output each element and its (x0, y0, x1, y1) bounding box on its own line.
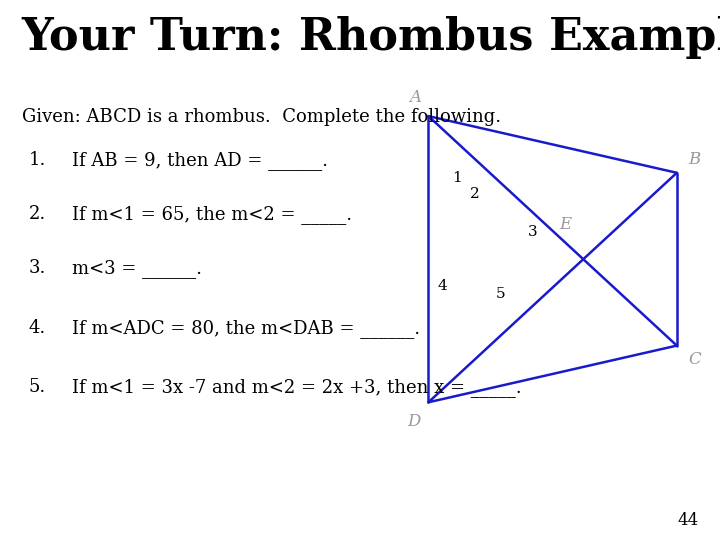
Text: 5: 5 (495, 287, 505, 301)
Text: B: B (688, 151, 701, 168)
Text: If m<1 = 3x -7 and m<2 = 2x +3, then x = _____.: If m<1 = 3x -7 and m<2 = 2x +3, then x =… (72, 378, 521, 397)
Text: 44: 44 (677, 512, 698, 529)
Text: If AB = 9, then AD = ______.: If AB = 9, then AD = ______. (72, 151, 328, 170)
Text: 3: 3 (528, 225, 538, 239)
Text: 5.: 5. (29, 378, 46, 396)
Text: 3.: 3. (29, 259, 46, 277)
Text: If m<ADC = 80, the m<DAB = ______.: If m<ADC = 80, the m<DAB = ______. (72, 319, 420, 338)
Text: m<3 = ______.: m<3 = ______. (72, 259, 202, 278)
Text: E: E (559, 216, 572, 233)
Text: Given: ABCD is a rhombus.  Complete the following.: Given: ABCD is a rhombus. Complete the f… (22, 108, 500, 126)
Text: 2: 2 (470, 187, 480, 201)
Text: 4.: 4. (29, 319, 46, 336)
Text: 4: 4 (438, 279, 448, 293)
Text: A: A (410, 89, 421, 106)
Text: 1: 1 (452, 171, 462, 185)
Text: 1.: 1. (29, 151, 46, 169)
Text: C: C (688, 350, 701, 368)
Text: D: D (408, 413, 420, 430)
Text: If m<1 = 65, the m<2 = _____.: If m<1 = 65, the m<2 = _____. (72, 205, 352, 224)
Text: Your Turn: Rhombus Examples: Your Turn: Rhombus Examples (22, 16, 720, 59)
Text: 2.: 2. (29, 205, 46, 223)
